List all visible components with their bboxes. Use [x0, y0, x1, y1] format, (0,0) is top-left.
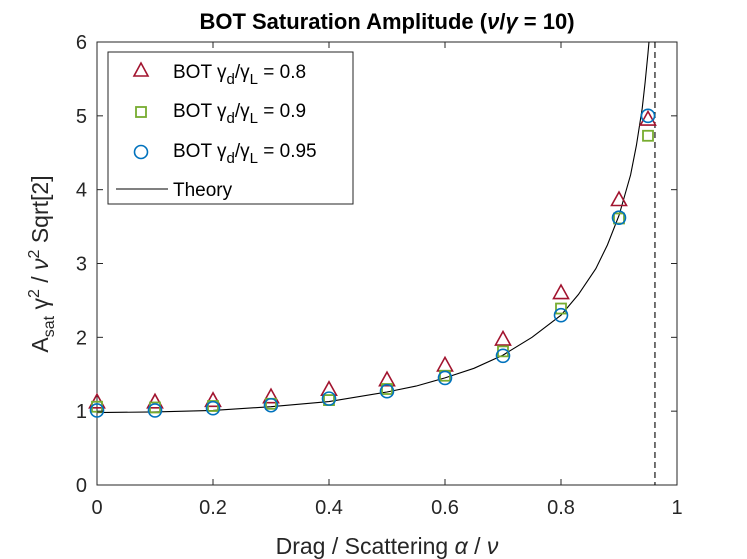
x-tick-label-0: 0 — [91, 497, 102, 519]
marker-triangle-3 — [262, 387, 280, 404]
marker-square-8 — [555, 302, 567, 315]
x-tick-label-5: 1 — [671, 497, 682, 519]
x-tick-label-2: 0.4 — [315, 497, 343, 519]
legend: BOT γd/γL = 0.8 BOT γd/γL = 0.9 BOT γd/γ… — [107, 51, 354, 205]
marker-triangle-1 — [146, 392, 164, 409]
markers-layer — [88, 108, 657, 418]
y-tick-label-3: 3 — [76, 254, 87, 276]
legend-marker-circle — [133, 144, 149, 160]
marker-triangle-8 — [552, 283, 570, 300]
x-axis-label: Drag / Scattering α / ν — [276, 533, 499, 559]
ticks-layer: 0 0.2 0.4 0.6 0.8 1 0 1 2 3 4 5 6 — [76, 32, 683, 519]
marker-triangle-5 — [378, 370, 396, 387]
marker-triangle-2 — [204, 391, 222, 408]
theory-layer — [97, 42, 650, 414]
marker-circle-3 — [263, 397, 279, 413]
marker-triangle-7 — [494, 329, 512, 346]
marker-triangle-10 — [639, 109, 657, 126]
legend-entry-theory: Theory — [173, 180, 233, 201]
marker-circle-0 — [89, 403, 105, 418]
legend-entry-0: BOT γd/γL = 0.8 — [173, 62, 306, 88]
y-axis-label: Asat γ2 / ν2 Sqrt[2] — [26, 175, 58, 352]
marker-circle-5 — [379, 383, 395, 399]
x-tick-label-1: 0.2 — [199, 497, 227, 519]
x-tick-label-3: 0.6 — [431, 497, 459, 519]
marker-circle-6 — [437, 370, 453, 386]
marker-triangle-9 — [610, 190, 628, 207]
y-tick-label-4: 4 — [76, 180, 87, 202]
chart-title: BOT Saturation Amplitude (ν/γ = 10) — [199, 9, 574, 34]
marker-square-10 — [642, 129, 654, 142]
y-tick-label-2: 2 — [76, 327, 87, 349]
marker-circle-7 — [495, 348, 511, 364]
x-tick-label-4: 0.8 — [547, 497, 575, 519]
marker-circle-8 — [553, 307, 569, 323]
legend-entry-2: BOT γd/γL = 0.95 — [173, 141, 317, 167]
y-tick-label-1: 1 — [76, 401, 87, 423]
marker-circle-1 — [147, 403, 163, 418]
marker-circle-10 — [640, 108, 656, 124]
marker-circle-9 — [611, 210, 627, 226]
legend-marker-triangle — [132, 61, 150, 77]
legend-marker-square — [135, 106, 147, 118]
marker-circle-4 — [321, 391, 337, 406]
y-tick-label-5: 5 — [76, 106, 87, 128]
legend-box — [107, 51, 354, 205]
y-tick-label-6: 6 — [76, 32, 87, 54]
y-tick-label-0: 0 — [76, 475, 87, 497]
legend-entry-1: BOT γd/γL = 0.9 — [173, 101, 306, 127]
theory-curve — [97, 42, 650, 414]
marker-circle-2 — [205, 400, 221, 416]
